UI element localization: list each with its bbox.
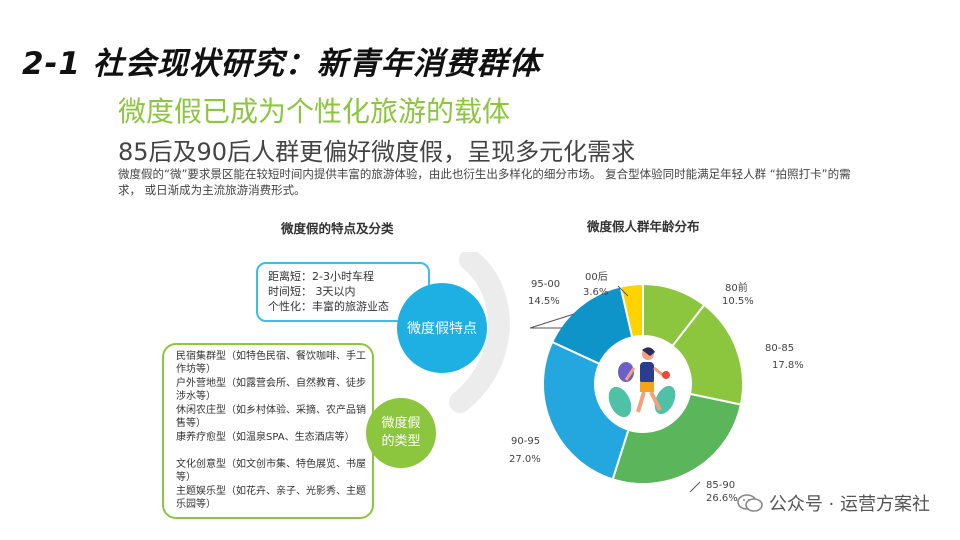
label-val-95-00: 14.5% <box>528 296 560 307</box>
page-title: 2-1 社会现状研究：新青年消费群体 <box>22 46 541 82</box>
types-bubble: 微度假 的类型 <box>366 398 436 468</box>
page-subtitle: 微度假已成为个性化旅游的载体 <box>118 95 511 128</box>
label-cat-85-90: 85-90 <box>706 480 736 491</box>
types-box: 民宿集群型（如特色民宿、餐饮咖啡、手工作坊等） 户外营地型（如露营会所、自然教育… <box>162 343 374 519</box>
label-val-00post: 3.6% <box>583 287 609 298</box>
types-bubble-line1: 微度假 <box>381 416 421 431</box>
intro-paragraph: 微度假的“微”要求景区能在较短时间内提供丰富的旅游体验，由此也衍生出多样化的细分… <box>118 167 851 197</box>
feature-time: 时间短： 3天以内 <box>268 285 356 298</box>
decorative-arc <box>449 252 510 413</box>
age-section-title: 微度假人群年龄分布 <box>587 219 700 234</box>
watermark-text: 公众号 · 运营方案社 <box>768 494 930 515</box>
type-item: 民宿集群型（如特色民宿、餐饮咖啡、手工作坊等） <box>176 351 366 375</box>
watermark: 公众号 · 运营方案社 <box>737 490 930 516</box>
age-donut-chart <box>529 282 744 493</box>
label-cat-90-95: 90-95 <box>511 436 541 447</box>
label-cat-95-00: 95-00 <box>531 279 561 290</box>
type-item: 休闲农庄型（如乡村体验、采摘、农产品销售等） <box>176 405 366 429</box>
label-val-80-85: 17.8% <box>772 360 804 371</box>
traveler-illustration <box>608 347 676 418</box>
donut-slice-3 <box>542 340 630 481</box>
feature-personal: 个性化：丰富的旅游业态 <box>268 300 389 313</box>
label-val-80pre: 10.5% <box>722 296 754 307</box>
type-item: 主题娱乐型（如花卉、亲子、光影秀、主题乐园等） <box>176 486 366 510</box>
label-cat-80-85: 80-85 <box>765 343 795 354</box>
features-bubble-label: 微度假特点 <box>407 321 477 337</box>
label-val-90-95: 27.0% <box>509 454 541 465</box>
label-cat-80pre: 80前 <box>725 283 748 294</box>
types-bubble-line2: 的类型 <box>381 434 421 449</box>
type-item: 文化创意型（如文创市集、特色展览、书屋等） <box>176 459 366 483</box>
page-subheading: 85后及90后人群更偏好微度假，呈现多元化需求 <box>118 138 636 166</box>
features-bubble: 微度假特点 <box>397 283 487 373</box>
label-val-85-90: 26.6% <box>706 493 738 504</box>
features-section-title: 微度假的特点及分类 <box>281 221 394 236</box>
type-item: 户外营地型（如露营会所、自然教育、徒步涉水等） <box>176 378 366 402</box>
wechat-icon <box>737 494 763 512</box>
feature-distance: 距离短：2-3小时车程 <box>268 270 374 283</box>
type-item: 康养疗愈型（如温泉SPA、生态酒店等） <box>176 432 355 443</box>
label-cat-00post: 00后 <box>585 272 608 283</box>
